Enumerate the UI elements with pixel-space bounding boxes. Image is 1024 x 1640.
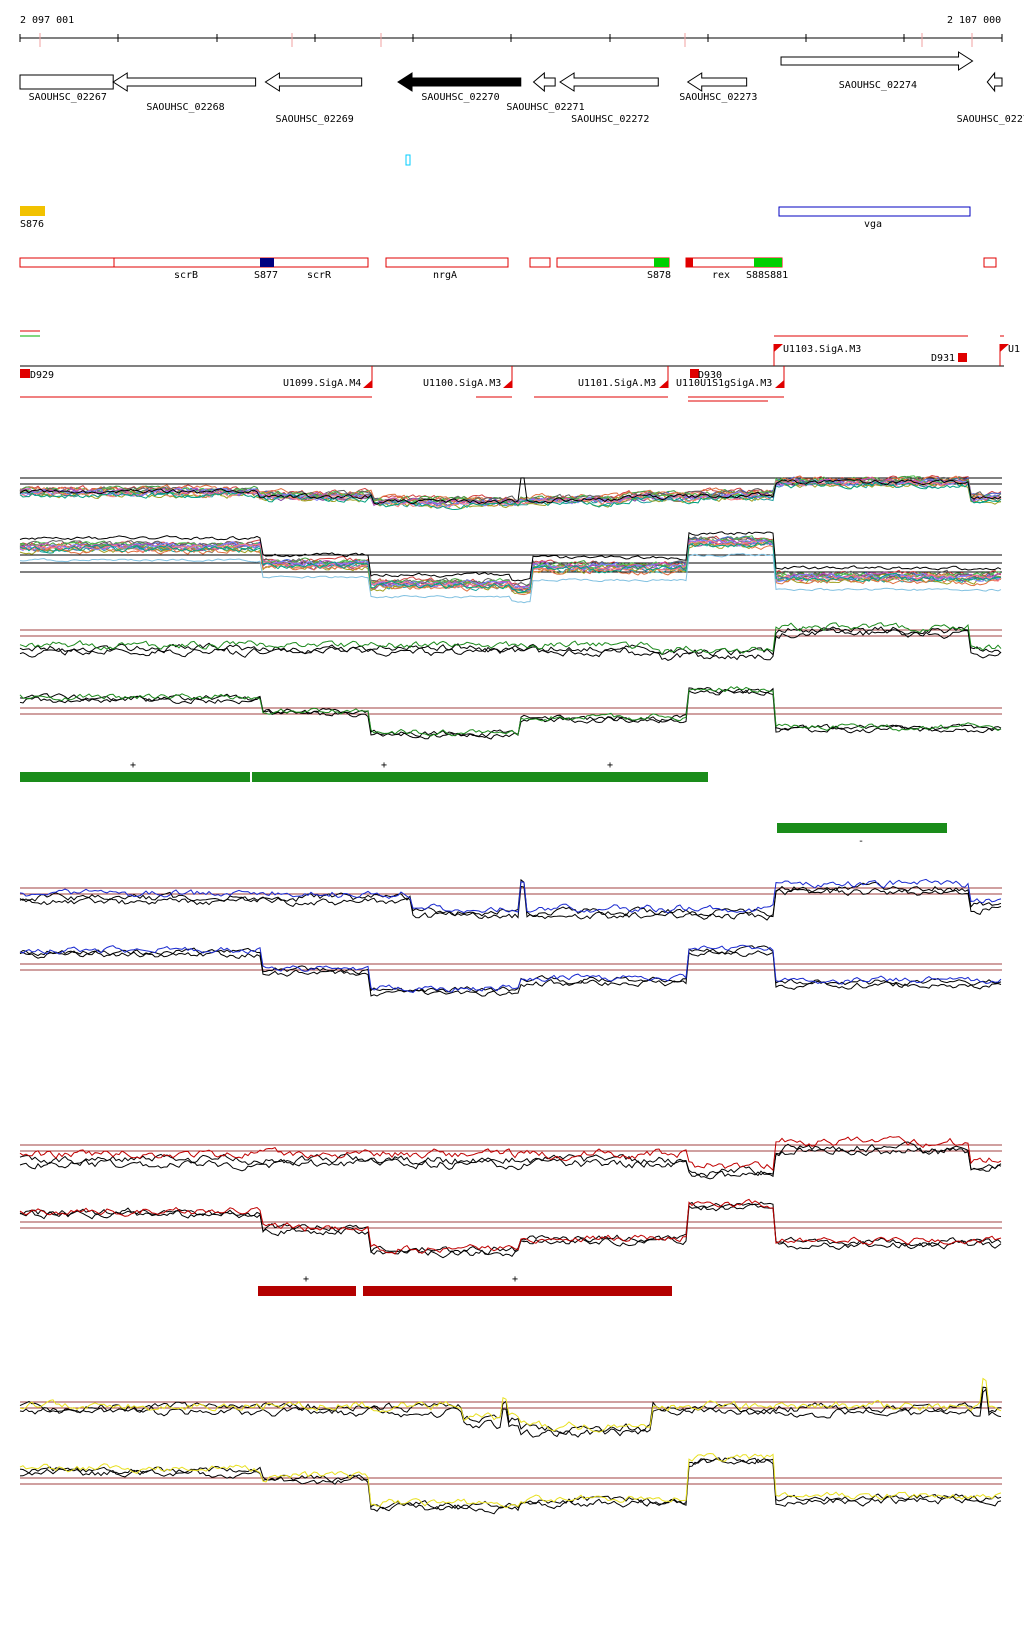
yellow-track-plus (19, 1377, 1002, 1438)
red-segmentation: + + (258, 1274, 672, 1296)
s878-region (556, 257, 670, 268)
yellow-track-minus (19, 1452, 1002, 1515)
d930-label: D930 (698, 370, 722, 381)
red-segment-strand-2: + (512, 1274, 518, 1285)
green-segment-1 (20, 772, 250, 782)
u1102-label: U110U1S1gSigA.M3 (676, 378, 772, 389)
red-segment-strand-1: + (303, 1274, 309, 1285)
scrR-label: scrR (307, 270, 332, 281)
u1099-flag (363, 380, 372, 388)
s880-label: S88S881 (746, 270, 788, 281)
s880-feature (754, 258, 782, 267)
gene-label: SAOUHSC_02270 (421, 92, 499, 103)
gene-arrow-saouhsc_02269 (264, 72, 363, 92)
blue-track-minus (19, 944, 1002, 997)
ruler-end-label: 2 107 000 (947, 15, 1001, 26)
u1104-flag (1000, 344, 1009, 352)
nrgA-label: nrgA (433, 270, 457, 281)
s877-feature (260, 258, 274, 267)
gene-arrow-saouhsc_02271 (532, 71, 556, 93)
u1099-label: U1099.SigA.M4 (283, 378, 361, 389)
coordinate-ruler: 2 097 001 2 107 000 (19, 15, 1003, 47)
green-segment-3 (777, 823, 947, 833)
s877-label: S877 (254, 270, 278, 281)
d929-marker (20, 369, 30, 378)
u1103-label: U1103.SigA.M3 (783, 344, 861, 355)
gene-arrow-saouhsc_02268 (112, 72, 257, 92)
expression-tracks (19, 474, 1002, 1515)
gene-label: SAOUHSC_02269 (276, 114, 354, 125)
red-track-minus (19, 1198, 1002, 1259)
u1102-flag (775, 380, 784, 388)
gene-arrow-saouhsc_02274 (780, 51, 974, 71)
gene-annotation-track: SAOUHSC_02267 SAOUHSC_02268 SAOUHSC_02269 S… (19, 51, 1024, 125)
red-segment-2 (363, 1286, 672, 1296)
gene-label: SAOUHSC_02272 (571, 114, 649, 125)
promoter-track: D929 U1099.SigA.M4 U1100.SigA.M3 U1101.S… (20, 330, 1020, 402)
s876-feature (20, 206, 45, 216)
gene-label: SAOUHSC_02274 (839, 80, 917, 91)
d929-label: D929 (30, 370, 54, 381)
d931-label: D931 (931, 353, 955, 364)
blue-track-plus (19, 878, 1002, 921)
gene-label: SAOUHSC_02273 (679, 92, 757, 103)
small-red-feature (529, 257, 551, 268)
gene-arrow-saouhsc_02273 (686, 72, 748, 92)
green-segment-strand-1: + (130, 760, 136, 771)
gene-arrow-saouhsc_02272 (559, 72, 659, 92)
s878-feature (654, 258, 669, 267)
s878-label: S878 (647, 270, 671, 281)
multi-sample-track-plus (19, 474, 1002, 511)
vga-feature (778, 206, 971, 217)
s876-label: S876 (20, 219, 44, 230)
green-track-minus (19, 686, 1002, 740)
d931-marker (958, 353, 967, 362)
scrB-label: scrB (174, 270, 198, 281)
green-segment-strand-3: + (607, 760, 613, 771)
feature-track: S876 vga scrB S877 scrR nrgA S878 rex S8… (19, 206, 997, 281)
rex-left-mark (686, 258, 693, 267)
u1101-label: U1101.SigA.M3 (578, 378, 656, 389)
scrB-feature (19, 257, 115, 268)
green-segmentation: + + + - (20, 760, 947, 847)
gene-arrow-saouhsc_02267 (19, 74, 114, 90)
u1101-flag (659, 380, 668, 388)
multi-sample-track-minus (19, 531, 1002, 604)
rex-label: rex (712, 270, 730, 281)
vga-label: vga (864, 219, 882, 230)
red-segment-1 (258, 1286, 356, 1296)
d930-marker (690, 369, 699, 378)
u1100-label: U1100.SigA.M3 (423, 378, 501, 389)
green-segment-strand-2: + (381, 760, 387, 771)
green-segment-strand-4: - (858, 836, 864, 847)
gene-label: SAOUHSC_02268 (146, 102, 224, 113)
cyan-marker (405, 154, 411, 166)
gene-label: SAOUHSC_02271 (506, 102, 584, 113)
u1104-label: U1 (1008, 344, 1020, 355)
green-track-plus (19, 622, 1002, 661)
right-red-feature (983, 257, 997, 268)
gene-arrow-saouhsc_02270 (397, 72, 522, 92)
gene-label: SAOUHSC_02275 (957, 114, 1024, 125)
green-segment-2 (252, 772, 708, 782)
scrB-scrR-feature (113, 257, 369, 268)
u1100-flag (503, 380, 512, 388)
ruler-start-label: 2 097 001 (20, 15, 74, 26)
red-track-plus (19, 1135, 1002, 1180)
nrgA-feature (385, 257, 509, 268)
u1103-flag (774, 344, 783, 352)
gene-label: SAOUHSC_02267 (29, 92, 107, 103)
gene-arrow-saouhsc_02275 (986, 71, 1003, 93)
